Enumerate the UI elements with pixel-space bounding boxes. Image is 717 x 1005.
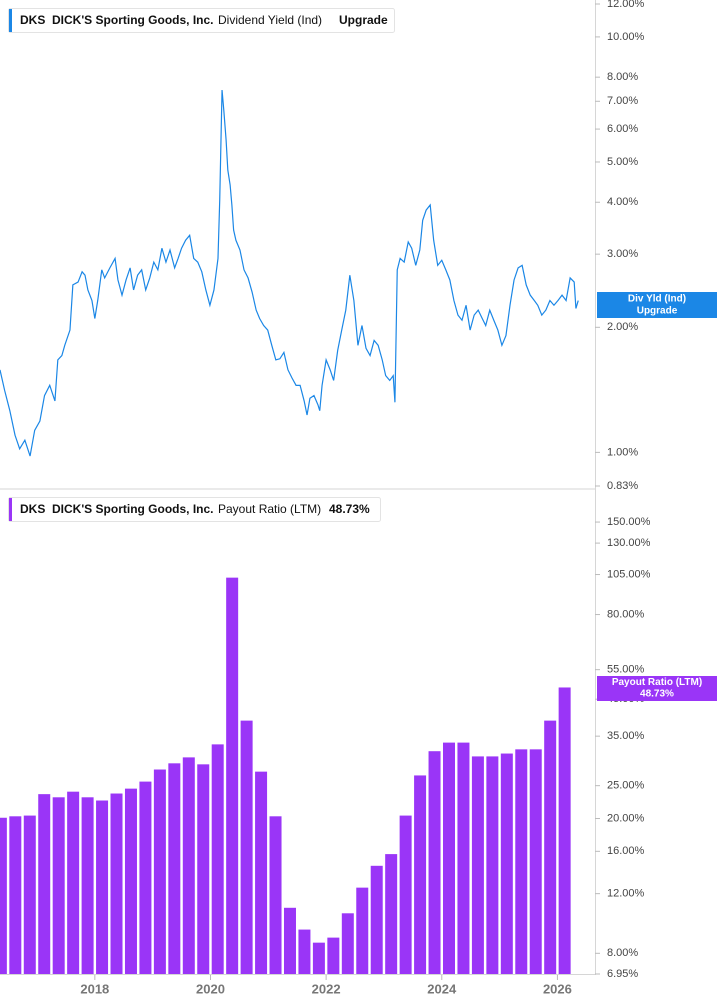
y-tick-label: 25.00% (607, 780, 645, 792)
bottom-header: DKS DICK'S Sporting Goods, Inc. Payout R… (8, 497, 381, 522)
x-tick-label: 2020 (196, 981, 225, 996)
bar (0, 817, 7, 974)
bar (153, 769, 166, 974)
y-tick-label: 6.95% (607, 968, 638, 980)
y-tick-label: 12.00% (607, 0, 645, 10)
bar (486, 756, 499, 974)
bar (110, 793, 123, 974)
ticker: DKS (20, 13, 45, 27)
bar (457, 742, 470, 974)
x-tick-label: 2026 (543, 981, 572, 996)
y-tick-label: 130.00% (607, 537, 651, 549)
header-box (8, 497, 381, 522)
y-tick-label: 1.00% (607, 446, 638, 458)
bar (226, 577, 239, 974)
series-swatch (9, 9, 12, 32)
y-tick-label: 80.00% (607, 608, 645, 620)
badge-label: Payout Ratio (LTM) (612, 677, 702, 688)
y-tick-label: 10.00% (607, 31, 645, 43)
bar (341, 913, 354, 974)
badge-value: 48.73% (640, 689, 674, 700)
y-tick-label: 12.00% (607, 888, 645, 900)
bar (428, 751, 441, 974)
top-header: DKS DICK'S Sporting Goods, Inc. Dividend… (8, 8, 395, 33)
bar (399, 815, 412, 974)
bar (529, 749, 542, 974)
ticker: DKS (20, 502, 45, 516)
value-label: Upgrade (339, 13, 388, 27)
axes: 0.83% 1.00% 2.00% 3.00% 4.00% 5.00% 6.00% 7.00%… (80, 0, 650, 996)
y-tick-label: 0.83% (607, 480, 638, 492)
bar (240, 720, 253, 974)
bottom-badge: Payout Ratio (LTM) 48.73% (597, 676, 717, 701)
y-tick-label: 16.00% (607, 845, 645, 857)
x-tick-label: 2024 (427, 981, 457, 996)
series-swatch (9, 498, 12, 521)
value-label: 48.73% (329, 502, 370, 516)
badge-box (597, 292, 717, 318)
bar (9, 816, 22, 974)
bar (370, 865, 383, 974)
y-tick-label: 20.00% (607, 812, 645, 824)
bar (500, 753, 513, 974)
bar (356, 887, 369, 974)
bar (269, 816, 282, 974)
bar (283, 907, 296, 974)
bar (52, 797, 65, 974)
y-tick-label: 8.00% (607, 947, 638, 959)
bar (81, 797, 94, 974)
bar (558, 687, 571, 974)
bar (211, 744, 224, 974)
y-tick-label: 6.00% (607, 123, 638, 135)
bar (442, 742, 455, 974)
y-tick-label: 4.00% (607, 196, 638, 208)
badge-label: Div Yld (Ind) (628, 294, 686, 305)
y-tick-label: 150.00% (607, 516, 651, 528)
bar-plot (0, 577, 571, 974)
x-tick-label: 2022 (312, 981, 341, 996)
bar (312, 942, 325, 974)
metric: Payout Ratio (LTM) (218, 502, 321, 516)
y-tick-label: 3.00% (607, 248, 638, 260)
bar (471, 756, 484, 974)
bar (515, 749, 528, 974)
bar (168, 763, 181, 974)
y-tick-label: 105.00% (607, 568, 651, 580)
bar (298, 929, 311, 974)
line-plot (0, 89, 579, 457)
bar (124, 788, 137, 974)
y-tick-label: 2.00% (607, 321, 638, 333)
yield-line (0, 89, 579, 457)
y-tick-label: 35.00% (607, 730, 645, 742)
y-tick-label: 8.00% (607, 71, 638, 83)
header-box (8, 8, 395, 33)
bar (182, 757, 195, 974)
badge-value: Upgrade (637, 306, 678, 317)
bar (96, 800, 109, 974)
y-tick-label: 7.00% (607, 95, 638, 107)
bar (23, 815, 36, 974)
company: DICK'S Sporting Goods, Inc. (52, 13, 214, 27)
badge-box (597, 676, 717, 701)
top-badge: Div Yld (Ind) Upgrade (597, 292, 717, 318)
bar (139, 781, 152, 974)
bar (544, 720, 557, 974)
y-tick-label: 5.00% (607, 156, 638, 168)
bar (327, 937, 340, 974)
company: DICK'S Sporting Goods, Inc. (52, 502, 214, 516)
bar (197, 764, 210, 974)
bar (67, 791, 80, 974)
bar (255, 771, 268, 974)
bar (385, 854, 398, 974)
bar (414, 775, 427, 974)
y-tick-label: 55.00% (607, 664, 645, 676)
x-tick-label: 2018 (80, 981, 109, 996)
bar (38, 794, 51, 974)
metric: Dividend Yield (Ind) (218, 13, 322, 27)
